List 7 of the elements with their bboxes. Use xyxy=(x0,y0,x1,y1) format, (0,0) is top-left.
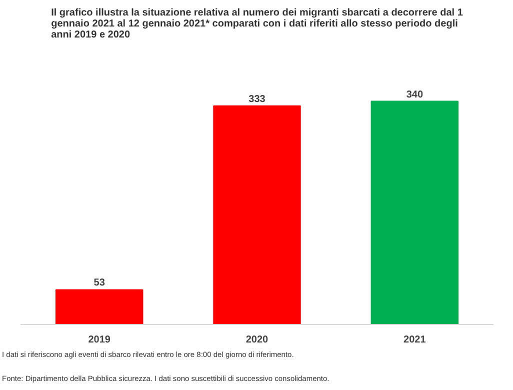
data-label: 340 xyxy=(406,89,424,100)
x-tick-label: 2019 xyxy=(88,334,111,346)
x-tick-label: 2020 xyxy=(246,334,269,346)
data-label: 333 xyxy=(248,94,266,105)
data-label: 53 xyxy=(94,278,106,289)
chart-title: Il grafico illustra la situazione relativa al numero dei migranti sbarcati a decorrere dal 1 gennaio 2021 al 12 gennaio 2021* comparati con i dati riferiti allo stesso periodo degli anni 2019 e 2020 xyxy=(51,8,464,40)
x-tick-label: 2021 xyxy=(404,334,426,346)
